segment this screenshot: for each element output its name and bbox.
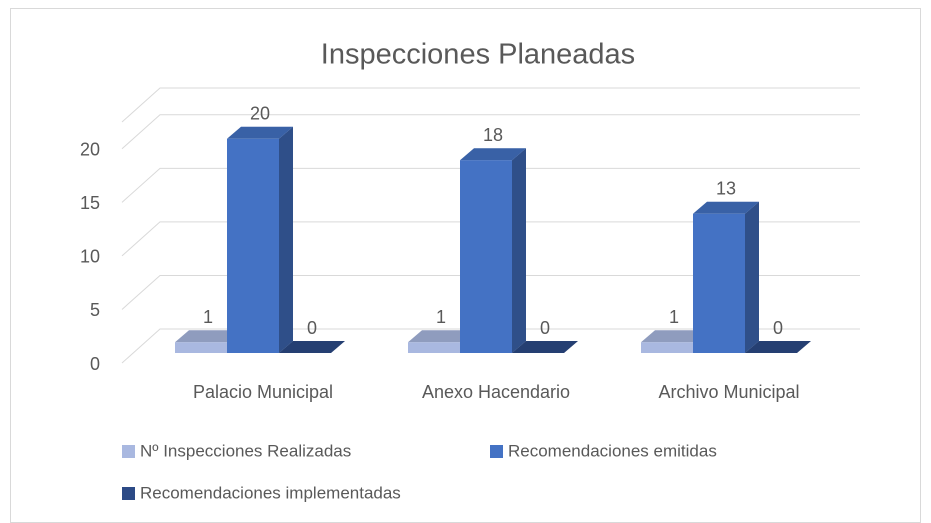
- bar-top: [641, 330, 707, 343]
- bar: [693, 213, 745, 353]
- bar-top: [745, 341, 811, 353]
- bar-top: [175, 330, 241, 343]
- bar-top: [460, 148, 526, 161]
- bar-top-shade: [175, 330, 241, 343]
- bar: [460, 160, 512, 353]
- bar-top: [227, 126, 293, 139]
- chart-title: Inspecciones Planeadas: [321, 39, 635, 71]
- bar-top-shade: [460, 148, 526, 161]
- bar-top: [408, 330, 474, 343]
- y-tick-label: 20: [80, 140, 100, 160]
- legend-swatch: [122, 487, 135, 500]
- grid-line: [121, 114, 860, 150]
- y-tick-label: 15: [80, 193, 100, 213]
- x-tick-label: Palacio Municipal: [193, 382, 333, 402]
- bar-top-shade: [279, 341, 345, 353]
- bar-side: [745, 201, 759, 353]
- value-label: 0: [307, 318, 317, 338]
- bar-top-shade: [408, 330, 474, 343]
- bar: [641, 342, 693, 353]
- bar: [175, 342, 227, 353]
- legend-label: Recomendaciones implementadas: [140, 483, 401, 502]
- legend-label: Recomendaciones emitidas: [508, 441, 717, 460]
- bar-top-shade: [693, 201, 759, 214]
- value-label: 0: [540, 318, 550, 338]
- legend-swatch: [122, 445, 135, 458]
- bar-side-shade: [512, 148, 526, 353]
- bar-side-shade: [279, 126, 293, 354]
- value-label: 0: [773, 318, 783, 338]
- value-label: 18: [483, 125, 503, 145]
- x-tick-label: Archivo Municipal: [658, 382, 799, 402]
- bar-top: [693, 201, 759, 214]
- bar-top: [279, 341, 345, 353]
- bar-top-shade: [227, 126, 293, 139]
- bar: [408, 342, 460, 353]
- bar-top-shade: [745, 341, 811, 353]
- value-label: 20: [250, 104, 270, 124]
- legend-swatch: [490, 445, 503, 458]
- bar-side: [512, 148, 526, 353]
- value-label: 1: [203, 307, 213, 327]
- grid-line: [121, 221, 860, 257]
- value-label: 13: [716, 179, 736, 199]
- bar-side: [279, 126, 293, 354]
- bar-side-shade: [745, 201, 759, 353]
- y-tick-label: 5: [90, 300, 100, 320]
- bar: [227, 138, 279, 353]
- bar-top-shade: [512, 341, 578, 353]
- bar-top: [512, 341, 578, 353]
- value-label: 1: [669, 307, 679, 327]
- grid-line: [121, 328, 860, 364]
- y-tick-label: 0: [90, 354, 100, 374]
- grid-line: [121, 87, 860, 123]
- bar-top-shade: [641, 330, 707, 343]
- legend-label: Nº Inspecciones Realizadas: [140, 441, 351, 460]
- x-tick-label: Anexo Hacendario: [422, 382, 570, 402]
- grid-line: [121, 167, 860, 203]
- grid-line: [121, 274, 860, 310]
- y-tick-label: 10: [80, 247, 100, 267]
- value-label: 1: [436, 307, 446, 327]
